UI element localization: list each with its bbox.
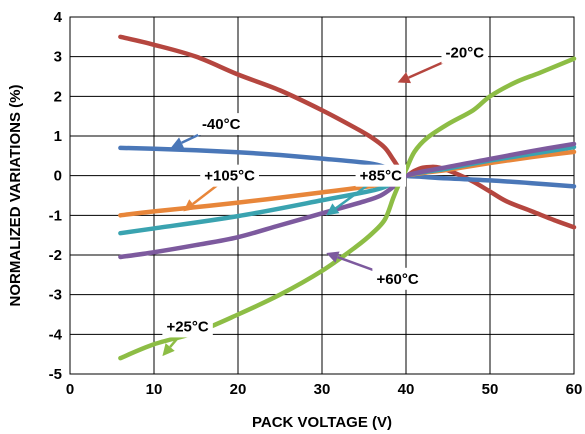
series-line-plus25c	[118, 56, 577, 361]
x-tick-label: 10	[146, 381, 163, 398]
y-axis-title: NORMALIZED VARIATIONS (%)	[7, 85, 24, 307]
x-tick-label: 60	[566, 381, 583, 398]
series-line-plus60c	[118, 141, 577, 260]
annotation-label-background	[441, 41, 489, 64]
annotation-arrow-head	[183, 199, 197, 212]
annotation-label: -20°C	[446, 45, 485, 62]
annotation-label: +105°C	[204, 168, 255, 185]
annotation-arrow-head	[326, 251, 340, 263]
annotation-arrow-shaft	[169, 336, 180, 348]
x-tick-label: 50	[482, 381, 499, 398]
y-tick-label: -3	[49, 287, 62, 304]
annotation-plus85c: +85°C	[326, 164, 407, 216]
annotation-arrow-head	[170, 137, 185, 149]
annotation-plus25c: +25°C	[162, 315, 213, 357]
annotation-label-background	[355, 164, 407, 187]
grid-layer	[70, 17, 574, 374]
annotation-label-background	[372, 267, 423, 290]
x-tick-label: 40	[398, 381, 415, 398]
x-axis-title: PACK VOLTAGE (V)	[252, 414, 392, 431]
y-tick-label: 3	[54, 49, 62, 66]
annotation-minus40c: -40°C	[170, 113, 245, 149]
annotation-label: -40°C	[202, 116, 241, 133]
annotation-arrow-head	[397, 72, 411, 84]
annotation-arrow-head	[326, 203, 340, 216]
annotation-label-background	[162, 315, 213, 338]
annotation-label: +25°C	[166, 318, 208, 335]
y-tick-label: 2	[54, 88, 62, 105]
annotation-minus20c: -20°C	[397, 41, 489, 84]
annotation-label-background	[200, 164, 259, 187]
annotation-plus105c: +105°C	[183, 164, 259, 212]
y-tick-label: 4	[54, 9, 63, 26]
annotation-label: +60°C	[376, 271, 418, 288]
annotation-label-background	[197, 113, 245, 136]
y-tick-label: 0	[54, 168, 62, 185]
plot-frame	[69, 16, 575, 375]
y-tick-label: -4	[49, 326, 63, 343]
annotation-label: +85°C	[360, 168, 402, 185]
y-tick-label: 1	[54, 128, 62, 145]
annotation-plus60c: +60°C	[326, 251, 423, 290]
y-tick-label: -2	[49, 247, 62, 264]
annotation-arrow-shaft	[335, 182, 371, 210]
x-tick-label: 20	[230, 381, 247, 398]
annotation-layer: -20°C -40°C +105°C +85°C +60°C +25°C	[162, 41, 489, 357]
y-tick-label: -1	[49, 207, 62, 224]
x-tick-label: 30	[314, 381, 331, 398]
annotation-arrow-head	[162, 343, 175, 357]
y-tick-label: -5	[49, 366, 62, 383]
x-tick-label: 0	[66, 381, 74, 398]
annotation-arrow-shaft	[192, 183, 220, 206]
